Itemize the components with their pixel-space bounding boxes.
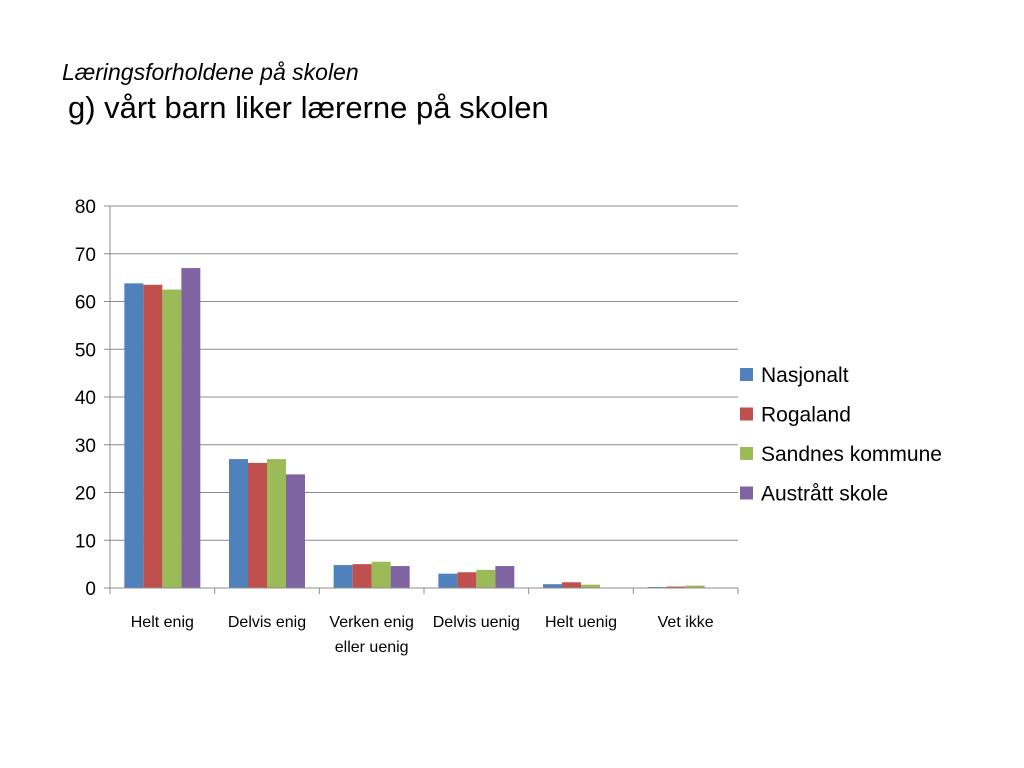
y-tick-label: 30	[75, 436, 96, 457]
bar-2-5	[685, 585, 705, 588]
bar-0-2	[333, 565, 353, 588]
y-tick-label: 80	[75, 197, 96, 218]
legend-swatch	[740, 368, 753, 381]
bar-1-4	[562, 582, 581, 588]
bar-2-4	[581, 584, 600, 588]
y-tick-label: 0	[85, 579, 96, 600]
legend-label: Rogaland	[761, 404, 851, 427]
y-tick-label: 50	[75, 340, 96, 361]
y-tick-label: 40	[75, 388, 96, 409]
y-tick-label: 10	[75, 531, 96, 552]
legend-label: Nasjonalt	[761, 364, 849, 387]
legend: Nasjonalt Rogaland Sandnes kommune Austrått…	[740, 364, 942, 506]
x-tick-label: Delvis enig	[228, 614, 306, 631]
y-tick-label: 60	[75, 293, 96, 314]
x-tick-labels: Helt enig Delvis enig Verken enig eller uen…	[131, 614, 714, 656]
bar-3-2	[390, 566, 410, 588]
bar-3-1	[286, 474, 305, 588]
gridlines	[110, 205, 738, 541]
y-tick-label: 70	[75, 245, 96, 266]
legend-swatch	[740, 486, 753, 500]
bar-0-0	[124, 283, 144, 588]
x-tick-label: Helt uenig	[545, 614, 617, 631]
bars	[124, 268, 705, 588]
bar-2-0	[162, 289, 182, 588]
y-tick-labels: 0 10 20 30 40 50 60 70 80	[75, 197, 96, 600]
bar-1-0	[143, 284, 163, 588]
slide-title: g) vårt barn liker lærerne på skolen	[68, 90, 549, 125]
bar-3-3	[495, 566, 515, 588]
bar-0-3	[438, 573, 458, 588]
x-tick-label: Delvis uenig	[433, 614, 520, 631]
legend-swatch	[740, 447, 753, 460]
y-tick-label: 20	[75, 484, 96, 505]
bar-0-4	[543, 584, 562, 588]
bar-1-3	[457, 572, 477, 588]
bar-3-0	[181, 268, 201, 588]
axes	[104, 205, 739, 594]
slide-title-italic: Læringsforholdene på skolen	[62, 59, 359, 85]
x-tick-label: Helt enig	[131, 614, 194, 631]
bar-0-1	[229, 459, 248, 588]
slide-heading: Læringsforholdene på skolen g) vårt barn…	[62, 56, 549, 128]
bar-1-5	[666, 586, 686, 588]
legend-label: Sandnes kommune	[761, 443, 942, 466]
bar-2-1	[267, 459, 286, 588]
bar-1-1	[248, 462, 267, 588]
legend-swatch	[740, 407, 753, 421]
bar-2-3	[476, 569, 496, 588]
legend-label: Austrått skole	[761, 483, 888, 506]
x-tick-label: eller uenig	[335, 639, 409, 656]
x-tick-label: Verken enig	[329, 614, 414, 631]
bar-2-2	[371, 561, 391, 588]
x-tick-label: Vet ikke	[658, 614, 714, 631]
bar-1-2	[352, 564, 372, 588]
